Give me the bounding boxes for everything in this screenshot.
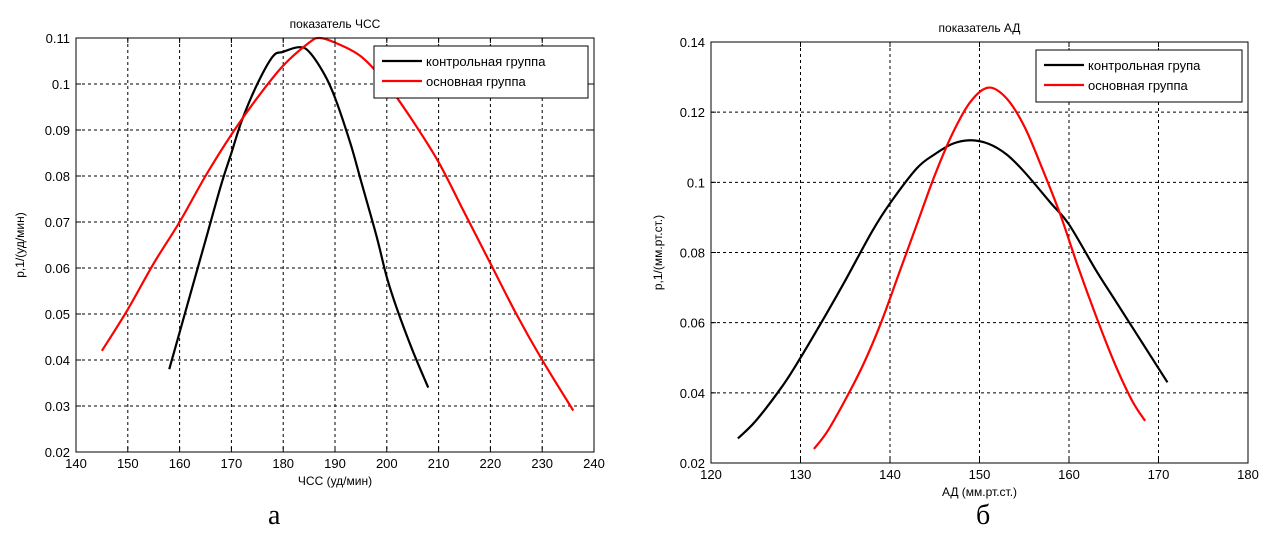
caption-b: б bbox=[976, 500, 991, 531]
chss-legend bbox=[373, 45, 589, 99]
ad-y-axis-label: p,1/(мм.рт.ст.) bbox=[651, 215, 665, 290]
chart-chss-svg: 140 150 160 170 180 190 200 210 220 230 240 0.02 0.0… bbox=[13, 17, 605, 488]
chss-y-tick-label: 0.02 bbox=[45, 445, 70, 460]
ad-y-tick-label: 0.08 bbox=[680, 246, 705, 261]
chss-y-tick-label: 0.1 bbox=[52, 77, 70, 92]
chart-ad: 120 130 140 150 160 170 180 0.02 0.04 0.06 0.08 0.1… bbox=[640, 0, 1266, 548]
chart-chss: 140 150 160 170 180 190 200 210 220 230 240 0.02 0.0… bbox=[0, 0, 620, 548]
chss-x-tick-label: 160 bbox=[169, 456, 191, 471]
chss-x-tick-label: 170 bbox=[221, 456, 243, 471]
ad-y-tick-label: 0.02 bbox=[680, 456, 705, 471]
chss-x-tick-label: 240 bbox=[583, 456, 605, 471]
chss-y-tick-label: 0.09 bbox=[45, 123, 70, 138]
ad-x-tick-label: 160 bbox=[1058, 467, 1080, 482]
chss-y-tick-label: 0.03 bbox=[45, 399, 70, 414]
chss-x-tick-label: 180 bbox=[272, 456, 294, 471]
chss-y-tick-label: 0.04 bbox=[45, 353, 70, 368]
ad-series-control-line bbox=[737, 139, 1169, 440]
chss-y-tick-label: 0.07 bbox=[45, 215, 70, 230]
chss-x-tick-label: 230 bbox=[531, 456, 553, 471]
ad-legend-label: основная группа bbox=[1088, 78, 1189, 93]
chss-x-tick-label: 190 bbox=[324, 456, 346, 471]
ad-legend bbox=[1035, 49, 1243, 103]
chss-x-tick-label: 140 bbox=[65, 456, 87, 471]
chss-x-tick-label: 200 bbox=[376, 456, 398, 471]
chss-x-tick-label: 150 bbox=[117, 456, 139, 471]
chss-y-tick-label: 0.05 bbox=[45, 307, 70, 322]
ad-x-tick-label: 130 bbox=[790, 467, 812, 482]
chss-y-axis-label: p,1/(уд/мин) bbox=[13, 212, 27, 278]
chss-y-tick-label: 0.11 bbox=[46, 31, 70, 46]
ad-legend-label: контрольная група bbox=[1088, 58, 1201, 73]
ad-y-tick-label: 0.1 bbox=[687, 175, 705, 190]
chss-x-tick-label: 220 bbox=[480, 456, 502, 471]
ad-y-tick-label: 0.06 bbox=[680, 316, 705, 331]
ad-x-tick-label: 150 bbox=[969, 467, 991, 482]
ad-y-tick-label: 0.12 bbox=[680, 105, 705, 120]
chss-y-tick-label: 0.08 bbox=[45, 169, 70, 184]
chss-x-tick-label: 210 bbox=[428, 456, 450, 471]
ad-y-tick-label: 0.04 bbox=[680, 386, 705, 401]
chss-y-tick-label: 0.06 bbox=[45, 261, 70, 276]
chss-legend-label: основная группа bbox=[426, 74, 527, 89]
chss-x-axis-label: ЧСС (уд/мин) bbox=[298, 474, 372, 488]
ad-x-axis-label: АД (мм.рт.ст.) bbox=[942, 485, 1017, 499]
chss-series-main-line bbox=[100, 36, 575, 412]
caption-a: а bbox=[268, 500, 281, 531]
ad-x-tick-label: 140 bbox=[879, 467, 901, 482]
ad-x-tick-label: 180 bbox=[1237, 467, 1259, 482]
chss-series-control-line bbox=[168, 46, 430, 389]
chss-title: показатель ЧСС bbox=[290, 17, 381, 31]
ad-title: показатель АД bbox=[939, 21, 1021, 35]
chss-legend-label: контрольная группа bbox=[426, 54, 546, 69]
ad-x-tick-label: 120 bbox=[700, 467, 722, 482]
ad-x-tick-label: 170 bbox=[1148, 467, 1170, 482]
ad-y-tick-label: 0.14 bbox=[680, 35, 705, 50]
ad-series-main-line bbox=[813, 86, 1147, 450]
chart-ad-svg: 120 130 140 150 160 170 180 0.02 0.04 0.06 0.08 0.1… bbox=[651, 21, 1259, 499]
